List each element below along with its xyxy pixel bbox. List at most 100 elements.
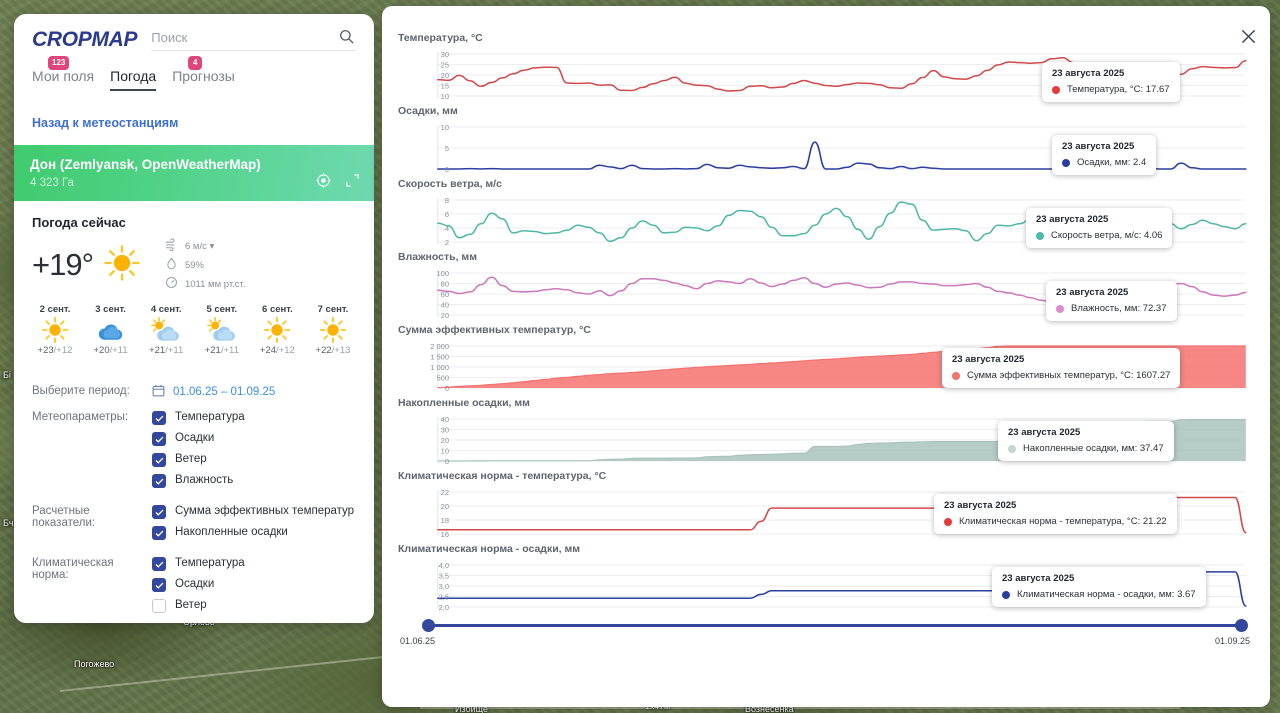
checkbox-checked-icon[interactable]	[152, 557, 166, 571]
chart-title: Осадки, мм	[398, 105, 458, 117]
tooltip-date: 23 августа 2025	[944, 500, 1017, 511]
svg-text:0: 0	[445, 457, 449, 466]
station-name: Дон (Zemlyansk, OpenWeatherMap)	[30, 157, 261, 172]
tooltip-series-value: Накопленные осадки, мм: 37.47	[1023, 443, 1164, 454]
charts-scroll-area[interactable]: Температура, °C 10 15 20 25 30 23 августа 20…	[382, 6, 1270, 707]
chart-plot-area[interactable]: 2,0 2,5 3,0 3,5 4,0 23 августа 2025 Климатич…	[394, 559, 1250, 613]
tab-my-fields-label: Мои поля	[32, 68, 95, 84]
chart-axis-labels: 16 18 20 22	[441, 488, 449, 539]
chart-axis-labels: 2 4 6 8	[445, 196, 449, 247]
search-input[interactable]	[151, 29, 356, 45]
chart-block: Климатическая норма - осадки, мм 2,0 2,5 3…	[394, 543, 1250, 613]
checkbox-checked-icon[interactable]	[152, 505, 166, 519]
chart-plot-area[interactable]: 0 5 10 23 августа 2025 Осадки, мм: 2.4	[394, 121, 1250, 175]
chart-tooltip: 23 августа 2025 Сумма эффективных темпер…	[942, 348, 1181, 388]
search-field-wrapper[interactable]	[151, 29, 356, 51]
forecast-day[interactable]: 4 сент. +21/+11	[141, 304, 191, 356]
sun-icon	[308, 315, 358, 345]
map-place-label: Погожево	[74, 659, 115, 669]
sidebar-tabs: 123 Мои поля Погода 4 Прогнозы	[32, 52, 356, 91]
checkbox-label: Осадки	[175, 432, 215, 444]
option-group-label: Климатическая норма:	[32, 557, 114, 581]
tooltip-date: 23 августа 2025	[1052, 68, 1125, 79]
forecast-day[interactable]: 6 сент. +24/+12	[252, 304, 302, 356]
checkbox-checked-icon[interactable]	[152, 411, 166, 425]
tooltip-series-dot	[1008, 444, 1016, 453]
checkbox-row[interactable]: Ветер	[152, 452, 356, 467]
chart-plot-area[interactable]: 10 15 20 25 30 23 августа 2025 Температура, …	[394, 48, 1250, 102]
checkbox-unchecked-icon[interactable]	[152, 599, 166, 613]
current-weather-section: Погода сейчас +19°	[14, 201, 374, 292]
chart-tooltip: 23 августа 2025 Климатическая норма - ос…	[992, 567, 1206, 607]
checkbox-checked-icon[interactable]	[152, 578, 166, 592]
expand-icon[interactable]	[345, 173, 360, 193]
tooltip-series-value: Климатическая норма - температура, °C: 2…	[959, 516, 1167, 527]
station-area: 4 323 Га	[30, 177, 74, 189]
date-range-slider[interactable]: 01.06.25 01.09.25	[400, 619, 1250, 653]
tooltip-series-dot	[1056, 304, 1064, 313]
svg-text:4,0: 4,0	[439, 561, 449, 570]
range-start-label: 01.06.25	[400, 636, 436, 646]
chart-block: Осадки, мм 0 5 10 23 августа 2025 Осадки, …	[394, 105, 1250, 175]
tooltip-series-dot	[1036, 231, 1044, 240]
tab-forecasts[interactable]: 4 Прогнозы	[172, 56, 235, 91]
sun-cloud-icon	[197, 315, 247, 345]
target-icon[interactable]	[316, 173, 331, 193]
chart-block: Климатическая норма - температура, °C 16…	[394, 470, 1250, 540]
checkbox-row[interactable]: Температура	[152, 556, 356, 571]
range-knob-start[interactable]	[422, 619, 435, 632]
svg-text:20: 20	[441, 311, 449, 320]
tab-my-fields[interactable]: 123 Мои поля	[32, 56, 95, 91]
chart-tooltip: 23 августа 2025 Накопленные осадки, мм: …	[998, 421, 1174, 461]
current-weather-metrics: 6 м/с ▾ 59% 1011 мм рт.ст.	[165, 238, 245, 292]
checkbox-label: Температура	[175, 411, 245, 423]
forecast-strip: 2 сент. +23/+12 3 сент. +20/+11 4 сент. +2…	[14, 292, 374, 356]
checkbox-checked-icon[interactable]	[152, 526, 166, 540]
forecast-day[interactable]: 2 сент. +23/+12	[30, 304, 80, 356]
checkbox-checked-icon[interactable]	[152, 474, 166, 488]
checkbox-checked-icon[interactable]	[152, 432, 166, 446]
chart-tooltip: 23 августа 2025 Осадки, мм: 2.4	[1052, 135, 1157, 175]
checkbox-row[interactable]: Осадки	[152, 577, 356, 592]
app-logo[interactable]: CROPMAP	[32, 28, 138, 51]
search-icon[interactable]	[339, 29, 354, 49]
tooltip-series-value: Влажность, мм: 72.37	[1071, 303, 1167, 314]
forecast-day-date: 6 сент.	[262, 304, 293, 315]
tab-weather[interactable]: Погода	[110, 68, 157, 91]
chart-tooltip: 23 августа 2025 Влажность, мм: 72.37	[1046, 281, 1177, 321]
metric-pressure-value: 1011 мм рт.ст.	[184, 278, 246, 290]
period-picker[interactable]: 01.06.25 – 01.09.25	[152, 384, 356, 400]
forecast-day[interactable]: 7 сент. +22/+13	[308, 304, 358, 356]
map-place-label: Бі	[3, 370, 11, 380]
tooltip-series-value: Температура, °C: 17.67	[1067, 84, 1170, 95]
tooltip-series-value: Скорость ветра, м/с: 4.06	[1051, 230, 1163, 241]
metric-pressure: 1011 мм рт.ст.	[165, 276, 245, 292]
svg-text:3,5: 3,5	[439, 572, 449, 581]
svg-text:40: 40	[441, 301, 449, 310]
range-track[interactable]	[428, 624, 1242, 627]
range-knob-end[interactable]	[1235, 619, 1248, 632]
svg-text:0: 0	[445, 384, 449, 393]
sun-cloud-icon	[141, 315, 191, 345]
chart-plot-area[interactable]: 2 4 6 8 23 августа 2025 Скорость ветра, м/с…	[394, 194, 1250, 248]
station-card[interactable]: Дон (Zemlyansk, OpenWeatherMap) 4 323 Га	[14, 145, 374, 201]
checkbox-row[interactable]: Накопленные осадки	[152, 525, 356, 540]
chart-plot-area[interactable]: 20 40 60 80 100 23 августа 2025 Влажность, м…	[394, 267, 1250, 321]
chart-plot-area[interactable]: 16 18 20 22 23 августа 2025 Климатическая н…	[394, 486, 1250, 540]
back-to-stations-link[interactable]: Назад к метеостанциям	[32, 116, 179, 130]
checkbox-row[interactable]: Температура	[152, 410, 356, 425]
tooltip-series-value: Сумма эффективных температур, °C: 1607.2…	[967, 370, 1171, 381]
chart-plot-area[interactable]: 0 10 20 30 40 23 августа 2025 Накопленные ос…	[394, 413, 1250, 467]
chart-plot-area[interactable]: 0 500 1 000 1 500 2 000 23 августа 2025 Сумм…	[394, 340, 1250, 394]
forecast-day[interactable]: 5 сент. +21/+11	[197, 304, 247, 356]
svg-text:1 500: 1 500	[430, 353, 449, 362]
checkbox-row[interactable]: Влажность	[152, 473, 356, 488]
checkbox-checked-icon[interactable]	[152, 453, 166, 467]
forecast-day[interactable]: 3 сент. +20/+11	[86, 304, 136, 356]
checkbox-row[interactable]: Осадки	[152, 431, 356, 446]
close-icon[interactable]	[1238, 26, 1258, 46]
tooltip-date: 23 августа 2025	[1056, 287, 1129, 298]
svg-text:60: 60	[441, 290, 449, 299]
checkbox-row[interactable]: Ветер	[152, 598, 356, 613]
checkbox-row[interactable]: Сумма эффективных температур	[152, 504, 356, 519]
